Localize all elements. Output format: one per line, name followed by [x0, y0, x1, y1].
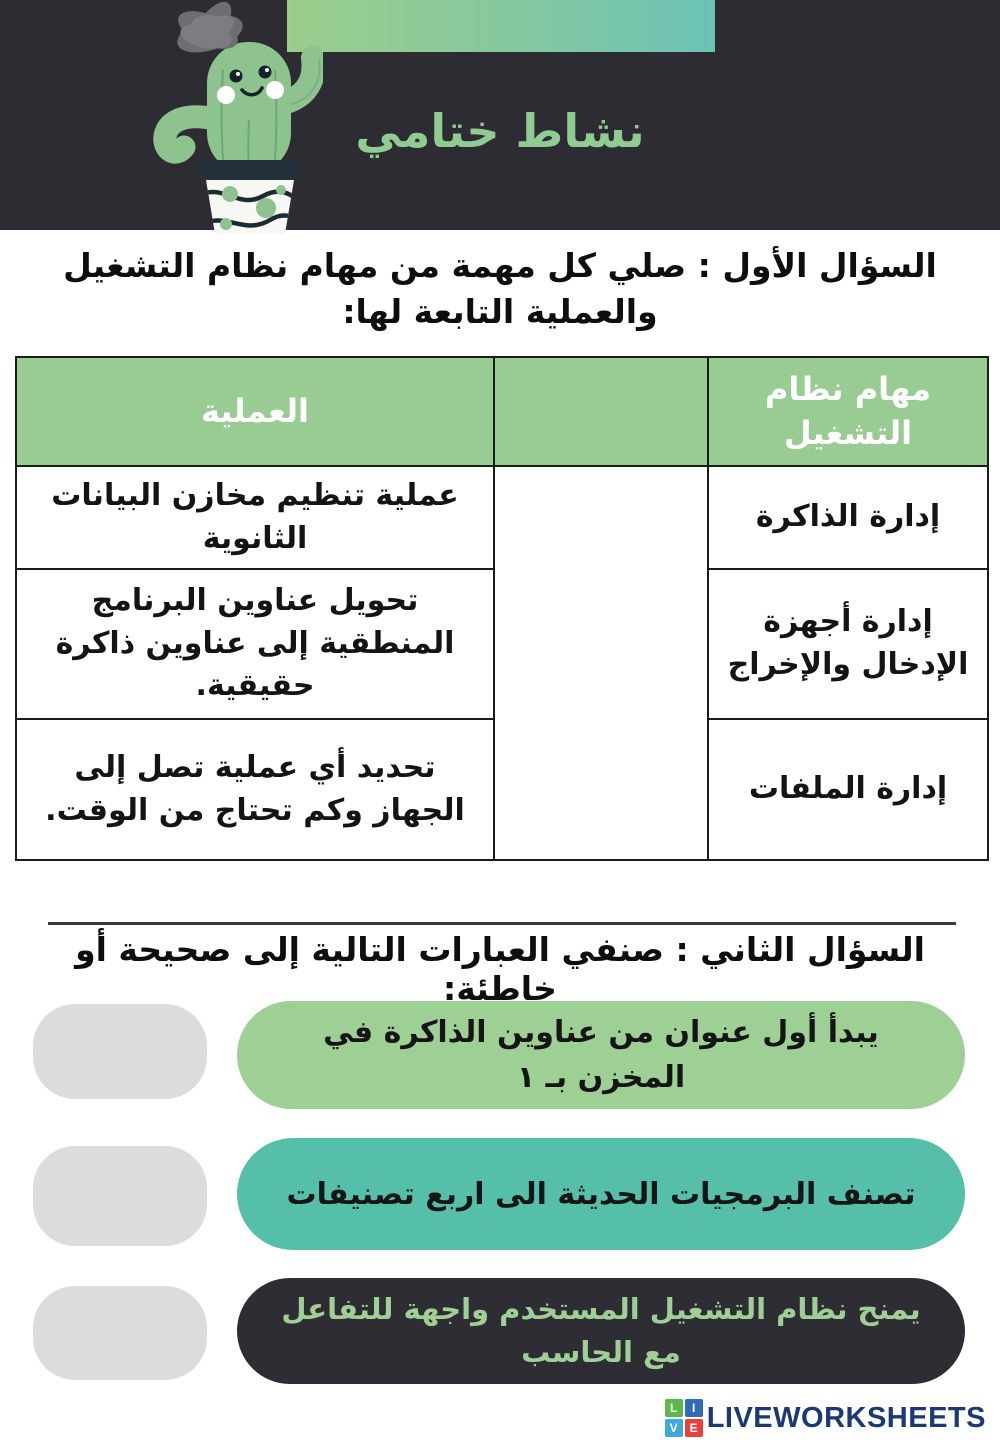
- matching-table: مهام نظام التشغيل العملية إدارة الذاكرة …: [15, 356, 989, 861]
- process-cell-storage-organization[interactable]: عملية تنظيم مخازن البيانات الثانوية: [15, 465, 495, 570]
- process-cell-device-access[interactable]: تحديد أي عملية تصل إلى الجهاز وكم تحتاج …: [15, 718, 495, 861]
- question-1-text: السؤال الأول : صلي كل مهمة من مهام نظام …: [63, 246, 937, 331]
- logo-tile-l: L: [664, 1399, 683, 1417]
- liveworksheets-logo: L I V E LIVEWORKSHEETS: [664, 1399, 986, 1437]
- answer-box-3[interactable]: [33, 1286, 207, 1380]
- logo-tile-i: I: [684, 1399, 703, 1417]
- task-cell-memory[interactable]: إدارة الذاكرة: [707, 465, 989, 570]
- question-2-text: السؤال الثاني : صنفي العبارات التالية إل…: [75, 930, 925, 1008]
- statement-3: يمنح نظام التشغيل المستخدم واجهة للتفاعل…: [237, 1278, 965, 1384]
- liveworksheets-grid-icon: L I V E: [664, 1399, 703, 1437]
- column-header-process: العملية: [15, 356, 495, 467]
- brand-name: LIVEWORKSHEETS: [706, 1401, 986, 1434]
- table-row: إدارة الذاكرة عملية تنظيم مخازن البيانات…: [15, 465, 989, 861]
- table-row: إدارة أجهزة الإدخال والإخراج تحويل عناوي…: [15, 568, 989, 720]
- answer-box-1[interactable]: [33, 1004, 207, 1099]
- matching-draw-area[interactable]: [493, 465, 709, 861]
- column-header-os-tasks: مهام نظام التشغيل: [707, 356, 989, 467]
- page-title: نشاط ختامي: [355, 104, 645, 158]
- header-accent-bar: [287, 0, 715, 52]
- statement-2: تصنف البرمجيات الحديثة الى اربع تصنيفات: [237, 1138, 965, 1250]
- process-cell-address-translation[interactable]: تحويل عناوين البرنامج المنطقية إلى عناوي…: [15, 568, 495, 720]
- task-cell-io-devices[interactable]: إدارة أجهزة الإدخال والإخراج: [707, 568, 989, 720]
- task-cell-files[interactable]: إدارة الملفات: [707, 718, 989, 861]
- table-header-row: مهام نظام التشغيل العملية: [15, 356, 989, 467]
- column-header-middle: [493, 356, 709, 467]
- answer-box-2[interactable]: [33, 1146, 207, 1246]
- statement-1: يبدأ أول عنوان من عناوين الذاكرة في المخ…: [237, 1001, 965, 1109]
- logo-tile-e: E: [684, 1419, 703, 1437]
- cactus-icon: [153, 1, 323, 234]
- table-row: إدارة الملفات تحديد أي عملية تصل إلى الج…: [15, 718, 989, 861]
- logo-tile-v: V: [664, 1419, 683, 1437]
- section-divider: [48, 922, 956, 925]
